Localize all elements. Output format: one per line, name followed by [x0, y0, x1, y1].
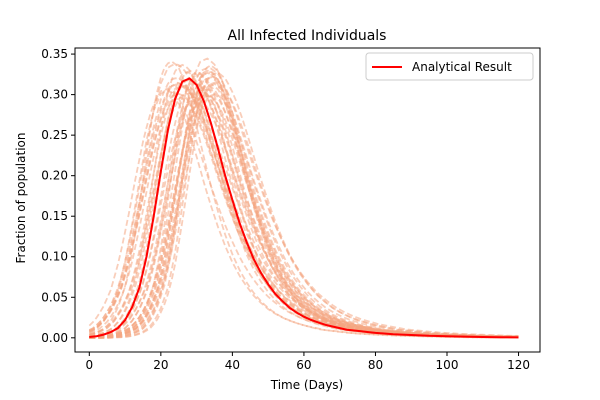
- y-tick-label: 0.20: [41, 169, 68, 183]
- x-tick-label: 40: [225, 358, 240, 372]
- x-tick-label: 100: [436, 358, 459, 372]
- analytical-series: [89, 77, 519, 339]
- simulation-run-line: [89, 89, 519, 339]
- simulation-run-line: [89, 67, 519, 338]
- y-tick-label: 0.15: [41, 209, 68, 223]
- x-tick-label: 0: [85, 358, 93, 372]
- x-tick-label: 20: [153, 358, 168, 372]
- y-tick-label: 0.25: [41, 128, 68, 142]
- plot-frame: [74, 47, 541, 353]
- x-tick-label: 80: [368, 358, 383, 372]
- y-axis-label: Fraction of population: [14, 133, 28, 264]
- x-tick-label: 60: [296, 358, 311, 372]
- simulation-run-line: [88, 89, 519, 339]
- y-tick-label: 0.30: [41, 88, 68, 102]
- legend-label: Analytical Result: [412, 60, 512, 74]
- y-tick-label: 0.10: [41, 250, 68, 264]
- legend: Analytical Result: [365, 52, 534, 81]
- chart-title: All Infected Individuals: [228, 28, 387, 44]
- y-tick-label: 0.35: [41, 47, 68, 61]
- analytical-result-line: [89, 77, 519, 339]
- simulation-run-line: [89, 88, 519, 339]
- legend-box: [365, 52, 534, 81]
- simulation-run-line: [88, 82, 519, 338]
- x-axis-label: Time (Days): [270, 378, 344, 392]
- axes: 0 20 40 60 80 100 120 0.00 0.05 0.10 0.15 0.20 0.25 0…: [41, 47, 541, 372]
- y-tick-label: 0.00: [41, 331, 68, 345]
- x-tick-label: 120: [507, 358, 530, 372]
- y-tick-label: 0.05: [41, 290, 68, 304]
